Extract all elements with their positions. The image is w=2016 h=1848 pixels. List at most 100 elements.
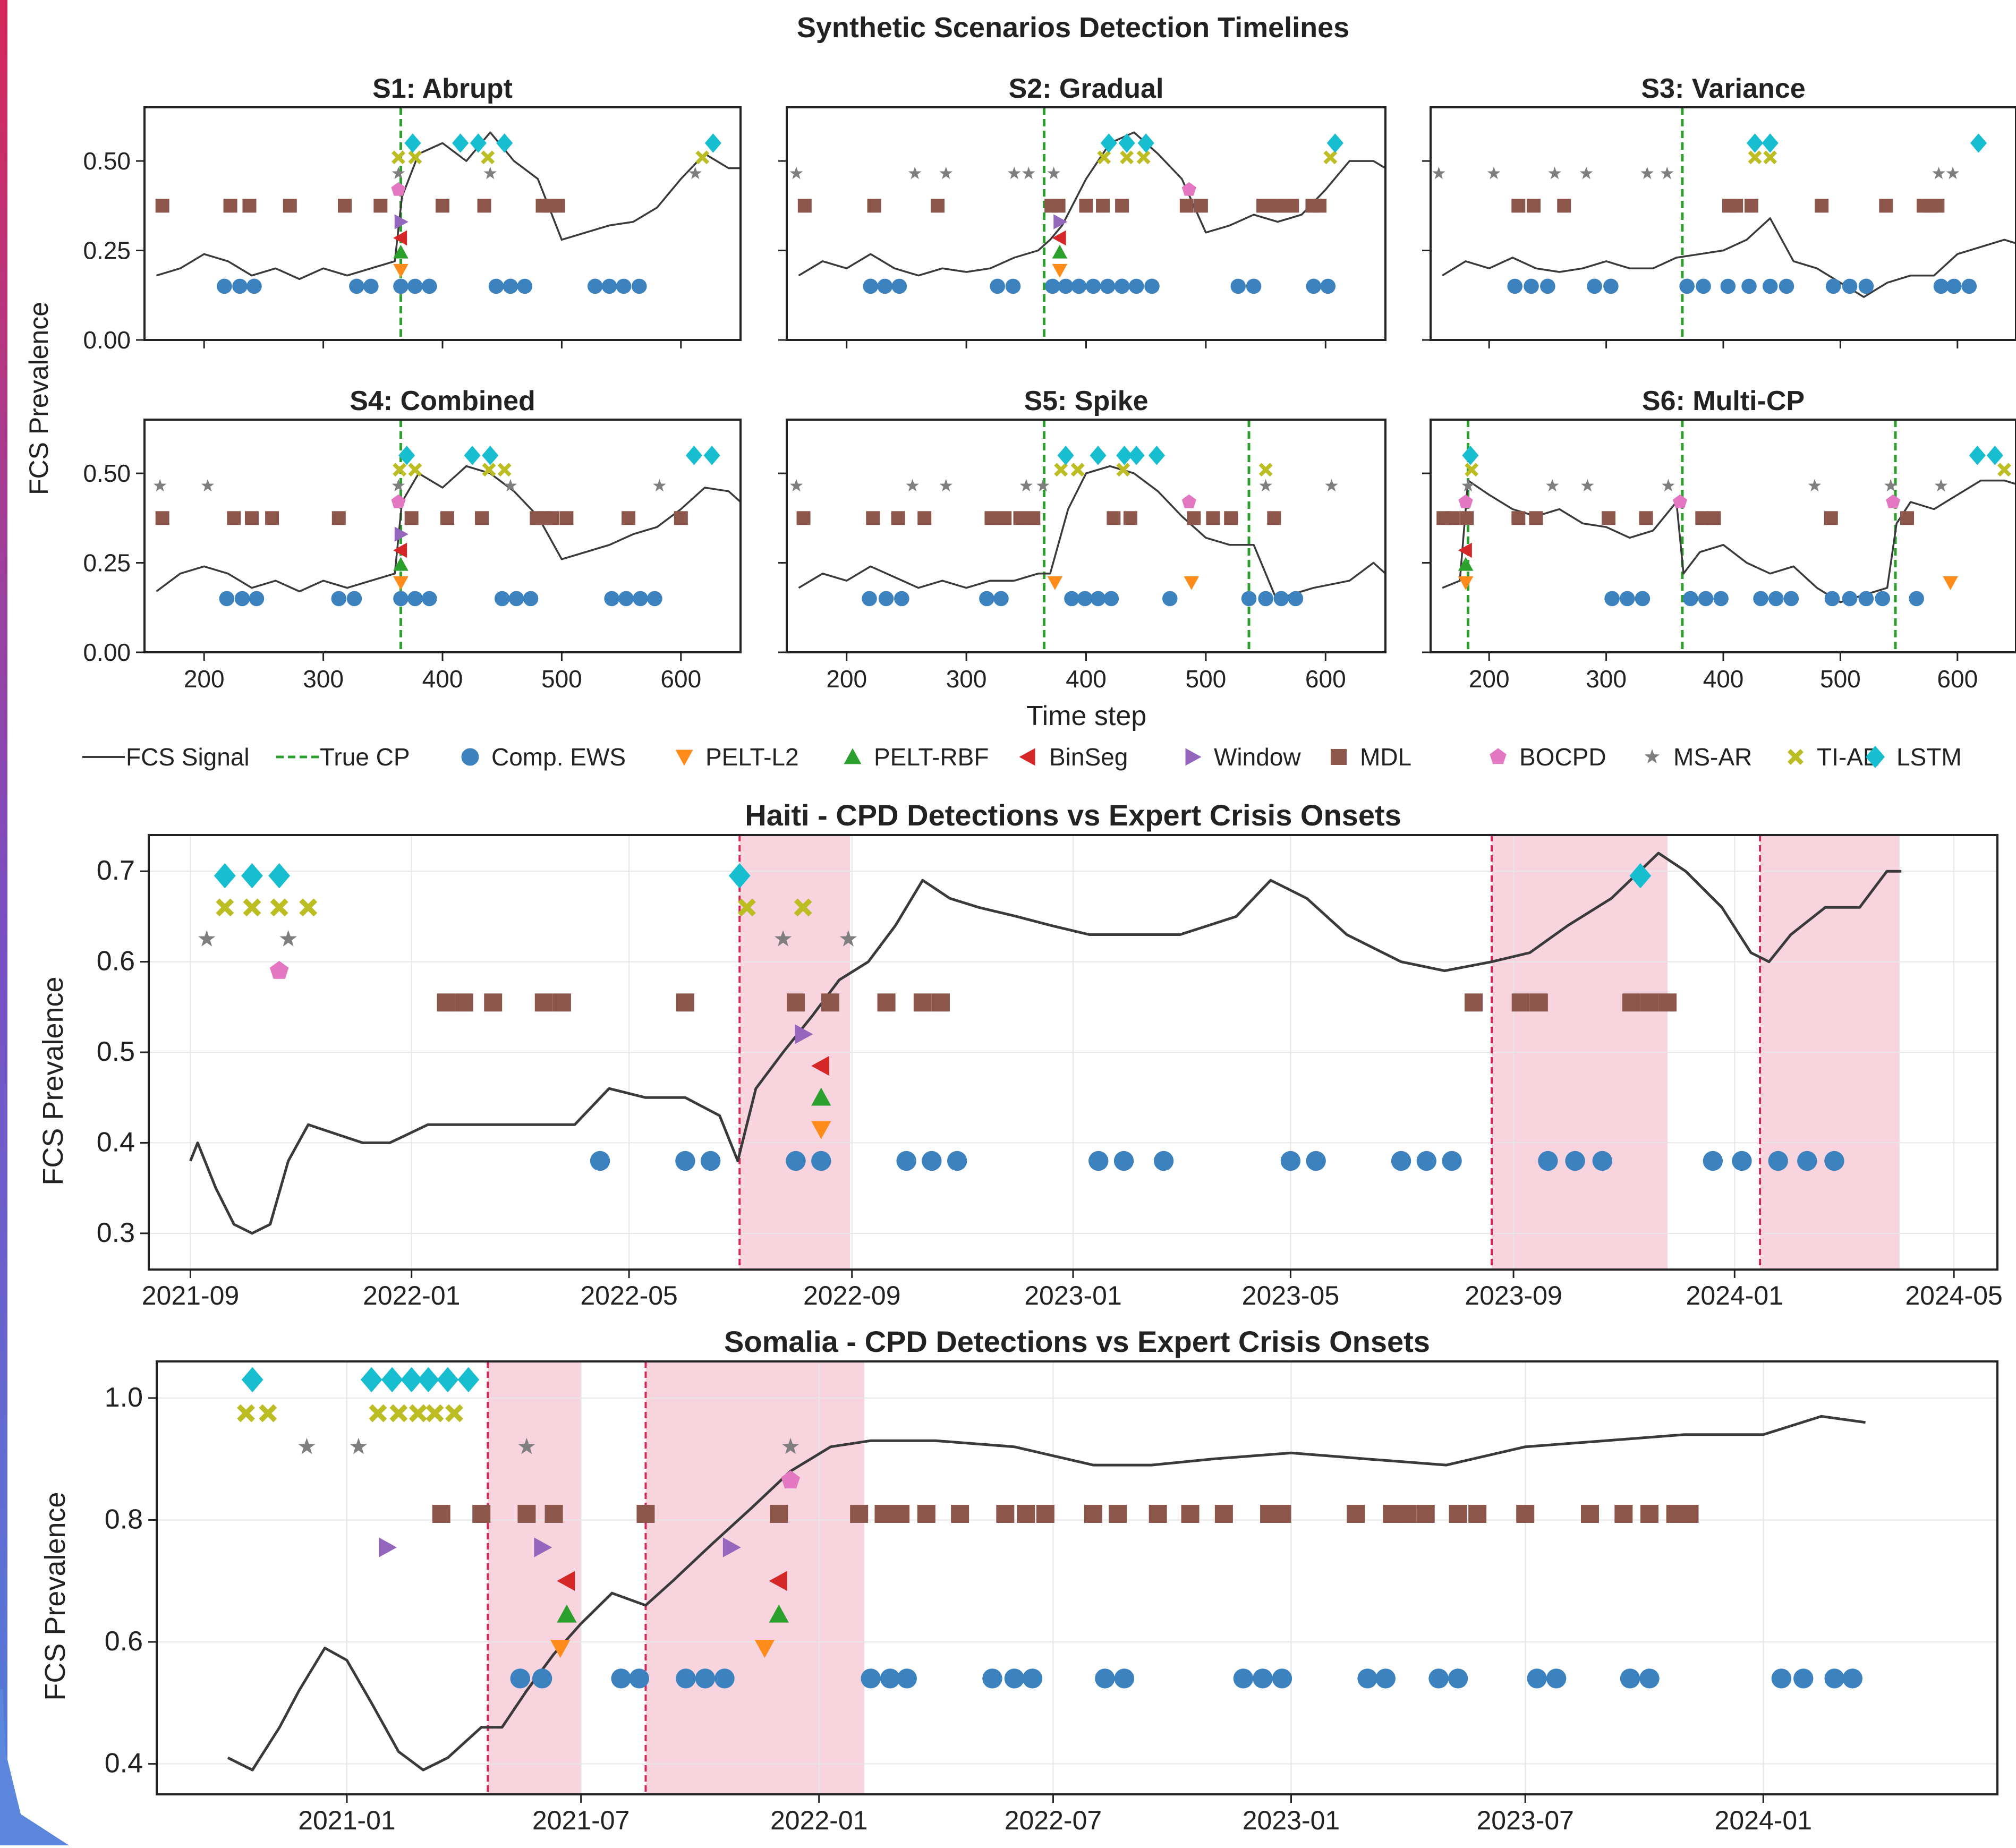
legend-label: FCS Signal — [126, 743, 250, 771]
detection-marker-mdl — [1273, 1504, 1291, 1523]
detection-marker-lstm — [457, 1367, 480, 1393]
detection-marker-comp-ews — [1306, 278, 1322, 294]
detection-marker-msar — [153, 479, 167, 492]
detection-marker-lstm — [1118, 133, 1135, 153]
x-tick-label: 400 — [1703, 665, 1744, 693]
detection-marker-tiae — [408, 463, 422, 477]
detection-marker-tiae — [481, 150, 495, 165]
detection-marker-mdl — [998, 511, 1012, 525]
detection-marker-comp-ews — [1762, 278, 1778, 294]
chart-panel-6: S6: Multi-CP 200 300 400 500 600 — [1422, 386, 2016, 693]
detection-marker-lstm — [214, 863, 236, 889]
detection-marker-tiae — [369, 1404, 387, 1423]
detection-marker-mdl — [891, 511, 905, 525]
detection-marker-mdl — [1123, 511, 1137, 525]
panel-plot-area — [1436, 420, 2016, 652]
panel-plot-area — [155, 107, 741, 340]
detection-marker-comp-ews — [1603, 278, 1619, 294]
detection-marker-mdl — [1107, 511, 1121, 525]
y-tick-label: 0.00 — [83, 326, 131, 354]
fcs-signal-line — [156, 465, 741, 593]
synthetic-x-label: Time step — [1026, 701, 1146, 731]
detection-marker-mdl — [1695, 511, 1709, 525]
detection-marker-comp-ews — [1246, 278, 1262, 294]
detection-marker-tiae — [1748, 150, 1762, 165]
legend-label: MS-AR — [1673, 743, 1752, 771]
x-tick-label: 500 — [1820, 665, 1861, 693]
legend-item-comp-ews: Comp. EWS — [461, 743, 626, 771]
x-tick-label: 2024-05 — [1905, 1281, 2003, 1310]
detection-marker-mdl — [1109, 1504, 1127, 1523]
detection-marker-mdl — [337, 199, 352, 213]
somalia-y-label: FCS Prevalence — [39, 1492, 71, 1700]
detection-marker-mdl — [1729, 199, 1743, 213]
detection-marker-pelt-l2 — [393, 263, 409, 278]
detection-marker-comp-ews — [1858, 278, 1874, 294]
detection-marker-lstm — [360, 1367, 382, 1393]
detection-marker-mdl — [1416, 1504, 1435, 1523]
detection-marker-mdl — [1017, 1504, 1035, 1523]
detection-marker-comp-ews — [217, 278, 232, 294]
detection-marker-comp-ews — [1842, 591, 1858, 607]
detection-marker-lstm — [1100, 133, 1117, 153]
legend-label: Comp. EWS — [491, 743, 626, 771]
legend-label: BinSeg — [1049, 743, 1128, 771]
detection-marker-pelt-rbf — [769, 1604, 789, 1623]
y-tick-label: 0.00 — [83, 638, 131, 666]
detection-marker-binseg — [393, 542, 407, 558]
detection-marker-lstm — [1137, 133, 1154, 153]
detection-marker-tiae — [497, 463, 512, 477]
x-tick-label: 2022-07 — [1005, 1806, 1102, 1835]
legend-marker — [461, 748, 479, 766]
detection-marker-lstm — [241, 1367, 263, 1393]
detection-marker-tiae — [1120, 150, 1134, 165]
detection-marker-lstm — [496, 133, 513, 153]
detection-marker-mdl — [821, 993, 839, 1012]
detection-marker-comp-ews — [1946, 278, 1962, 294]
x-tick-label: 600 — [660, 665, 701, 693]
panel-title: S5: Spike — [1024, 386, 1148, 416]
detection-marker-comp-ews — [611, 1668, 631, 1689]
detection-marker-pelt-rbf — [393, 244, 409, 259]
detection-marker-tiae — [426, 1404, 444, 1423]
detection-marker-pelt-l2 — [1943, 576, 1958, 590]
detection-marker-comp-ews — [1824, 591, 1840, 607]
detection-marker-msar — [1036, 479, 1050, 492]
detection-marker-mdl — [227, 511, 241, 525]
x-tick-label: 2022-01 — [770, 1806, 868, 1835]
detection-marker-comp-ews — [1428, 1668, 1449, 1689]
detection-marker-mdl — [1084, 1504, 1102, 1523]
detection-marker-msar — [1461, 479, 1475, 492]
detection-marker-pelt-rbf — [811, 1087, 831, 1106]
detection-marker-comp-ews — [1320, 278, 1336, 294]
detection-marker-mdl — [1707, 511, 1721, 525]
detection-marker-lstm — [398, 446, 415, 465]
detection-marker-comp-ews — [1682, 591, 1698, 607]
detection-marker-msar — [350, 1437, 367, 1454]
detection-marker-mdl — [440, 511, 454, 525]
detection-marker-tiae — [1116, 463, 1130, 477]
detection-marker-mdl — [1557, 199, 1571, 213]
detection-marker-lstm — [1326, 133, 1343, 153]
detection-marker-tiae — [1323, 150, 1338, 165]
y-tick-label: 0.25 — [83, 237, 131, 265]
detection-marker-tiae — [270, 898, 288, 917]
detection-marker-mdl — [477, 199, 491, 213]
detection-marker-comp-ews — [1741, 278, 1757, 294]
detection-marker-mdl — [1622, 993, 1640, 1012]
detection-marker-comp-ews — [896, 1151, 916, 1171]
detection-marker-comp-ews — [1783, 591, 1799, 607]
detection-marker-comp-ews — [1825, 278, 1841, 294]
detection-marker-pelt-rbf — [1052, 244, 1068, 259]
detection-marker-msar — [1047, 166, 1060, 180]
detection-marker-pelt-rbf — [557, 1604, 577, 1623]
detection-marker-mdl — [1194, 199, 1208, 213]
detection-marker-pelt-l2 — [550, 1640, 571, 1658]
detection-marker-comp-ews — [891, 278, 907, 294]
detection-marker-bocpd — [781, 1470, 800, 1488]
detection-marker-comp-ews — [1162, 591, 1178, 607]
x-tick-label: 2022-09 — [803, 1281, 901, 1310]
detection-marker-mdl — [1285, 199, 1299, 213]
x-tick-label: 2023-07 — [1476, 1806, 1574, 1835]
detection-marker-comp-ews — [897, 1668, 917, 1689]
